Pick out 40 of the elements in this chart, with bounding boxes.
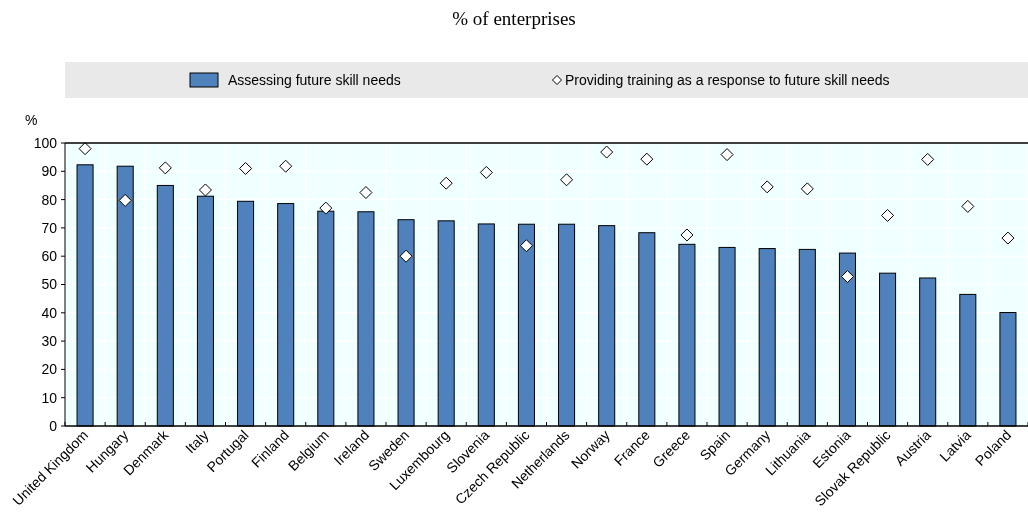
point — [319, 201, 333, 215]
point — [118, 193, 132, 207]
point — [239, 161, 253, 175]
y-tick-label: 20 — [41, 361, 58, 378]
y-tick-label: 50 — [41, 276, 58, 293]
point — [640, 152, 654, 166]
y-tick-label: 70 — [41, 219, 58, 236]
point — [760, 180, 774, 194]
point — [439, 176, 453, 190]
point — [359, 186, 373, 200]
point — [921, 152, 935, 166]
y-tick-label: 100 — [33, 134, 58, 151]
y-tick-label: 30 — [41, 333, 58, 349]
y-tick-label: 60 — [41, 248, 58, 265]
y-tick-label: 80 — [41, 191, 58, 208]
chart-title: % of enterprises — [452, 8, 576, 29]
y-axis-title: % — [25, 112, 38, 128]
point — [680, 228, 694, 242]
point — [560, 173, 574, 187]
point — [1001, 231, 1015, 245]
point — [840, 270, 854, 284]
point — [399, 249, 413, 263]
legend-label: Assessing future skill needs — [228, 72, 401, 88]
point — [519, 239, 533, 253]
point — [198, 183, 212, 197]
point — [961, 199, 975, 213]
y-tick-label: 40 — [41, 304, 58, 321]
y-tick-label: 10 — [41, 389, 58, 406]
y-tick-label: 90 — [41, 163, 58, 180]
point — [600, 145, 614, 159]
legend-label: Providing training as a response to future skill needs — [565, 72, 890, 88]
point — [158, 161, 172, 175]
point — [720, 148, 734, 162]
point — [279, 159, 293, 173]
point — [78, 142, 92, 156]
x-tick-label: Italy — [182, 426, 212, 457]
point — [881, 208, 895, 222]
point — [479, 165, 493, 179]
point — [800, 182, 814, 196]
y-tick-label: 0 — [49, 417, 58, 434]
